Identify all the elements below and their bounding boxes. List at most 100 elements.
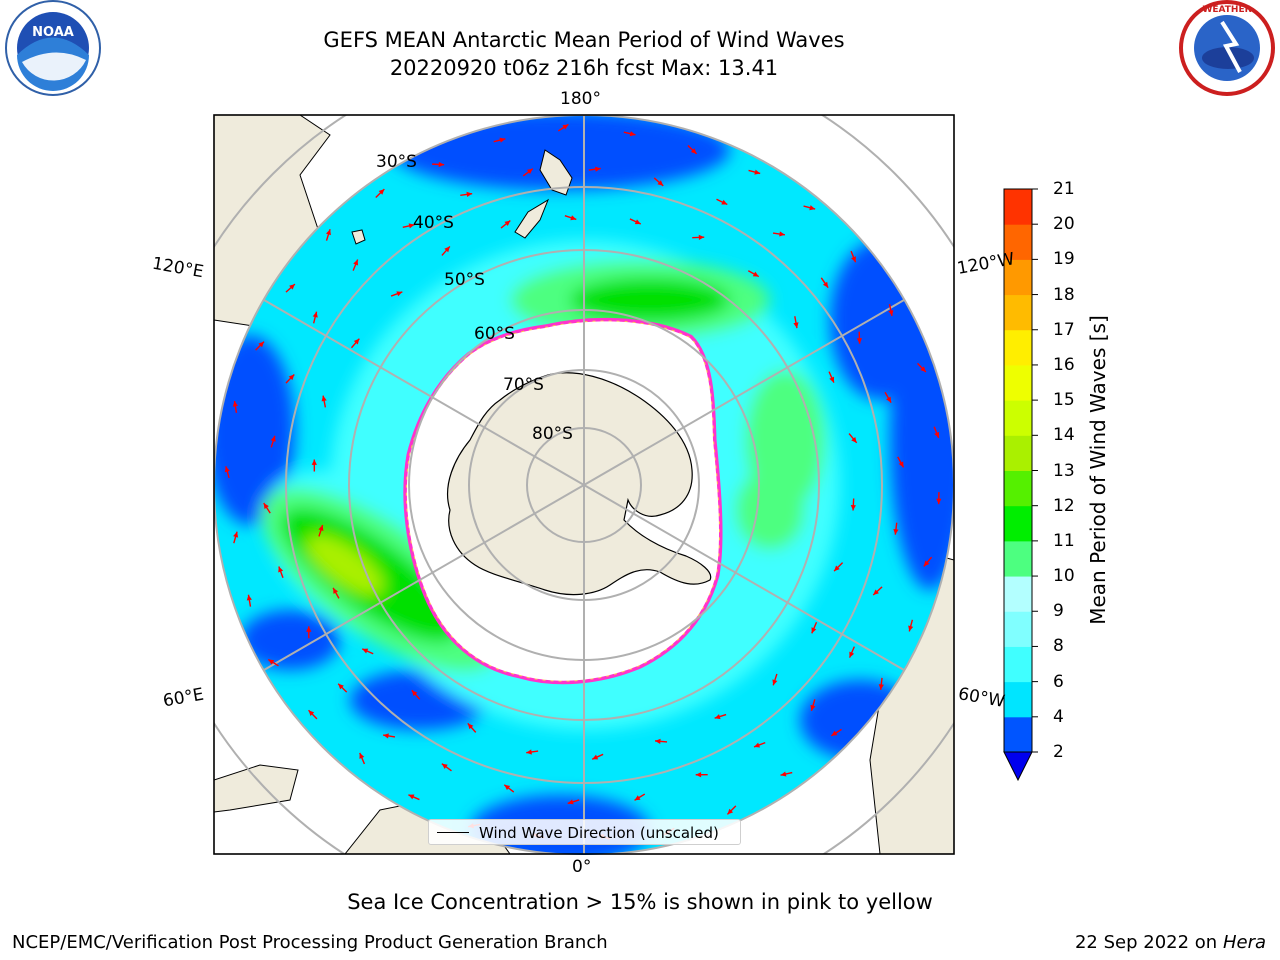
wave-arrow-head — [920, 366, 926, 373]
wave-arrow-head — [338, 683, 344, 690]
wave-arrow-head — [698, 234, 705, 240]
wave-arrow-head — [698, 102, 704, 107]
wave-arrow-head — [779, 231, 785, 237]
wave-arrow-head — [936, 498, 942, 505]
wave-arrow-head — [562, 124, 569, 130]
wave-period-field — [214, 115, 954, 855]
map-subtitle: 20220920 t06z 216h fcst Max: 13.41 — [389, 56, 779, 80]
wave-arrow-head — [444, 246, 450, 253]
colorbar-band — [1004, 189, 1032, 225]
wave-arrow-shaft — [956, 592, 964, 601]
footer-date-text: 22 Sep 2022 on — [1074, 932, 1218, 953]
svg-text:NOAA: NOAA — [32, 25, 74, 40]
wave-arrow-head — [772, 679, 778, 686]
wave-arrow-head — [224, 466, 230, 473]
footer-date: 22 Sep 2022 on Hera — [1075, 932, 1266, 953]
wave-arrow-head — [856, 338, 863, 344]
wave-arrow-head — [270, 435, 276, 442]
wave-arrow-head — [849, 651, 855, 658]
wave-arrow-head — [888, 310, 894, 316]
wave-arrow-head — [829, 376, 835, 383]
wave-arrow-head — [232, 400, 238, 407]
wave-arrow-head — [822, 281, 829, 288]
wave-arrow-head — [499, 137, 506, 143]
lat-label-30s: 30°S — [376, 152, 417, 172]
wave-arrow-head — [908, 625, 914, 632]
wave-arrow-head — [187, 434, 192, 440]
wave-arrow-head — [898, 461, 904, 468]
wave-arrow-head — [526, 168, 533, 175]
lon-label-180: 180° — [560, 89, 601, 109]
colorbar-band — [1004, 681, 1032, 718]
wave-arrow-head — [831, 730, 838, 736]
wave-arrow-head — [408, 223, 415, 229]
wave-arrow-head — [325, 229, 331, 236]
colorbar-tick-label: 17 — [1053, 319, 1075, 340]
colorbar-under-arrow — [1003, 751, 1033, 782]
wave-arrow-shaft — [964, 388, 967, 400]
wave-arrow-head — [834, 565, 840, 572]
wave-arrow-head — [353, 338, 360, 345]
wave-arrow-shaft — [976, 524, 977, 536]
wave-arrow-head — [233, 531, 239, 538]
colorbar-band — [1004, 540, 1032, 577]
colorbar-tick-label: 4 — [1053, 706, 1064, 727]
wave-arrow-head — [526, 749, 532, 755]
wave-arrow-head — [311, 459, 317, 465]
wave-arrow-head — [408, 794, 415, 800]
colorbar-tick-label: 15 — [1053, 390, 1075, 411]
sea-ice-caption: Sea Ice Concentration > 15% is shown in … — [347, 890, 933, 914]
colorbar-band — [1004, 435, 1032, 471]
colorbar-tick-label: 18 — [1053, 284, 1075, 305]
wave-arrow-head — [727, 808, 734, 815]
graticule — [214, 115, 954, 854]
lat-label-40s: 40°S — [413, 213, 454, 233]
wave-arrow-head — [567, 799, 574, 805]
colorbar-tick-label: 20 — [1053, 214, 1075, 235]
wave-arrow-shaft — [671, 868, 681, 874]
wave-arrow-shaft — [204, 368, 211, 377]
wave-arrow-head — [465, 864, 471, 869]
wave-arrow-head — [411, 690, 418, 697]
colorbar-tick-label: 16 — [1053, 354, 1075, 375]
new-zealand-land — [514, 149, 573, 239]
wave-arrow-head — [362, 648, 369, 654]
colorbar-tick-label: 14 — [1053, 425, 1075, 446]
wave-arrow-head — [629, 131, 636, 137]
wave-arrow-head — [850, 504, 856, 511]
colorbar-band — [1004, 646, 1032, 683]
wave-arrow-head — [634, 795, 641, 801]
wave-arrow-head — [657, 180, 664, 186]
wave-arrow-head — [752, 271, 759, 277]
wave-arrow-head — [754, 742, 761, 748]
wave-arrow-head — [974, 531, 979, 537]
wave-arrow-head — [533, 874, 539, 879]
wave-arrow-head — [975, 462, 980, 467]
wave-arrow-head — [873, 589, 879, 596]
wave-arrow-head — [258, 341, 265, 348]
nws-logo: WEATHER — [1179, 0, 1275, 96]
wave-arrow-head — [780, 771, 787, 777]
wave-arrow-head — [206, 368, 211, 374]
wave-arrow-head — [595, 166, 601, 172]
colorbar-band — [1004, 294, 1032, 331]
wave-arrow-head — [923, 560, 930, 567]
colorbar-label: Mean Period of Wind Waves [s] — [1086, 315, 1110, 625]
wave-arrow-head — [851, 436, 857, 443]
colorbar-band — [1004, 400, 1032, 436]
wave-arrow-head — [695, 772, 702, 778]
wave-arrow-head — [851, 256, 856, 263]
noaa-logo: NOAA — [5, 0, 101, 96]
wave-arrow-head — [333, 587, 339, 594]
wave-arrow-head — [592, 754, 599, 760]
colorbar-tick-label: 13 — [1053, 460, 1075, 481]
wave-arrow-shaft — [188, 434, 191, 446]
wave-arrow-head — [956, 595, 962, 601]
colorbar-band — [1004, 329, 1032, 366]
wave-arrow-head — [467, 723, 474, 730]
wave-arrow-head — [353, 259, 359, 266]
tasmania-land — [351, 229, 366, 245]
wave-arrow-shaft — [186, 503, 190, 514]
wave-arrow-head — [793, 322, 799, 329]
